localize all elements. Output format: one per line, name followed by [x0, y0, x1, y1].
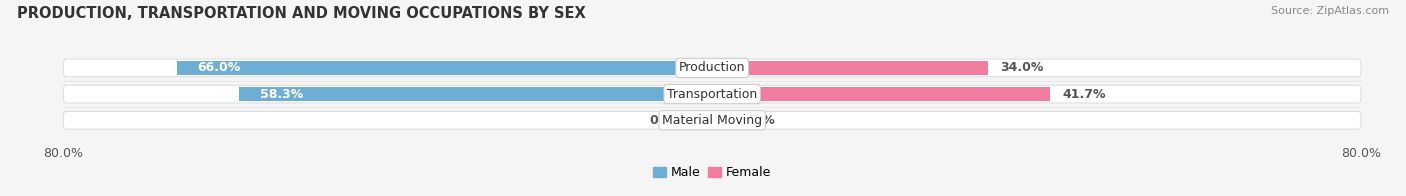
Text: 66.0%: 66.0%	[197, 62, 240, 74]
FancyBboxPatch shape	[63, 59, 1361, 77]
FancyBboxPatch shape	[63, 85, 1361, 103]
Text: 41.7%: 41.7%	[1063, 88, 1107, 101]
Text: Production: Production	[679, 62, 745, 74]
FancyBboxPatch shape	[63, 111, 1361, 129]
Bar	[177, 61, 713, 75]
Text: Transportation: Transportation	[666, 88, 758, 101]
Bar	[713, 61, 988, 75]
Text: 34.0%: 34.0%	[1000, 62, 1043, 74]
Text: Material Moving: Material Moving	[662, 114, 762, 127]
Bar	[696, 113, 713, 127]
Text: Source: ZipAtlas.com: Source: ZipAtlas.com	[1271, 6, 1389, 16]
Text: 0.0%: 0.0%	[650, 114, 683, 127]
Text: 0.0%: 0.0%	[741, 114, 775, 127]
Bar	[713, 113, 728, 127]
Text: 58.3%: 58.3%	[260, 88, 302, 101]
Bar	[713, 87, 1050, 101]
Bar	[239, 87, 713, 101]
Legend: Male, Female: Male, Female	[648, 162, 776, 184]
Text: PRODUCTION, TRANSPORTATION AND MOVING OCCUPATIONS BY SEX: PRODUCTION, TRANSPORTATION AND MOVING OC…	[17, 6, 586, 21]
